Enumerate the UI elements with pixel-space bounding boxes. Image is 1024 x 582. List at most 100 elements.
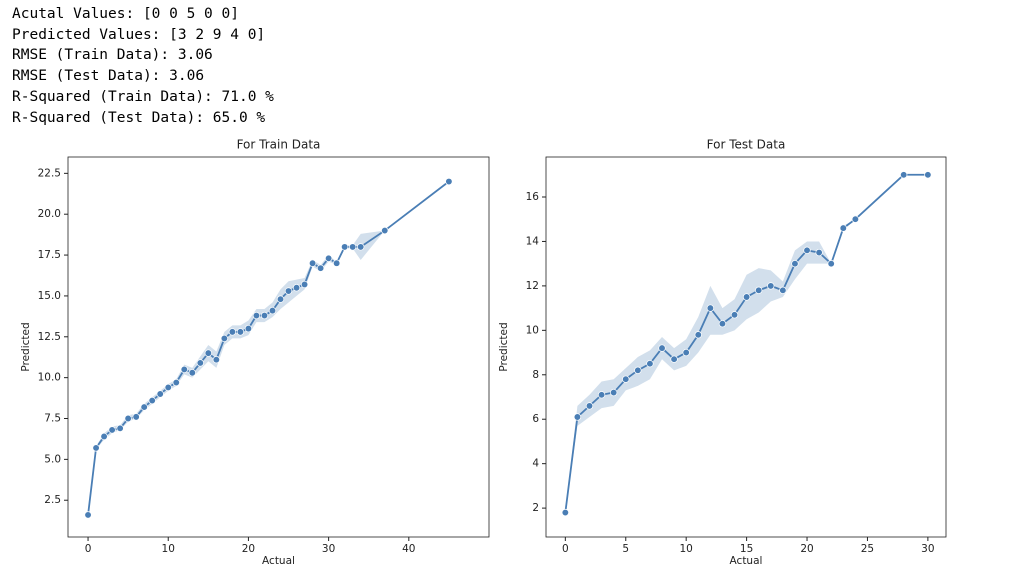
point — [839, 224, 847, 232]
point — [108, 426, 116, 434]
point — [308, 259, 317, 267]
plot-frame — [545, 156, 947, 538]
point — [634, 366, 642, 374]
y-tick-label: 17.5 — [38, 249, 61, 261]
y-axis-label: Predicted — [498, 322, 510, 371]
x-axis-label: Actual — [730, 555, 763, 567]
point — [730, 311, 739, 319]
point — [284, 287, 293, 295]
point — [188, 369, 196, 377]
point — [341, 243, 349, 251]
line — [87, 180, 450, 516]
point — [706, 304, 715, 312]
output-line: R-Squared (Train Data): 71.0 % — [12, 88, 274, 105]
x-tick-label: 25 — [861, 543, 874, 555]
point — [164, 383, 172, 392]
point — [767, 282, 775, 290]
point — [445, 177, 453, 186]
x-tick-label: 15 — [740, 543, 753, 555]
output-line: RMSE (Train Data): 3.06 — [12, 47, 213, 64]
output-line: Predicted Values: [3 2 9 4 0] — [12, 26, 266, 43]
point — [196, 359, 204, 367]
output-line: RMSE (Test Data): 3.06 — [12, 68, 205, 85]
confidence-band — [565, 174, 928, 513]
x-axis-label: Actual — [262, 555, 295, 567]
point — [779, 286, 787, 294]
point — [381, 226, 389, 235]
point — [268, 306, 277, 315]
point — [622, 375, 630, 383]
point — [92, 444, 100, 452]
y-tick-label: 5.0 — [44, 453, 61, 465]
x-tick-label: 20 — [800, 543, 813, 555]
point — [718, 320, 727, 328]
point — [252, 311, 261, 320]
point — [276, 295, 285, 303]
point — [116, 424, 124, 432]
point — [140, 403, 148, 411]
point — [585, 402, 594, 410]
point — [180, 365, 188, 374]
point — [260, 311, 269, 320]
y-tick-label: 12.5 — [38, 331, 61, 343]
y-tick-label: 8 — [532, 369, 539, 381]
point — [658, 344, 666, 352]
point — [827, 260, 835, 268]
output-line: R-Squared (Test Data): 65.0 % — [12, 109, 266, 126]
text-output: Acutal Values: [0 0 5 0 0] Predicted Valu… — [12, 4, 274, 128]
point — [900, 171, 908, 179]
x-tick-label: 20 — [242, 543, 255, 555]
x-tick-label: 5 — [622, 543, 629, 555]
point — [324, 254, 333, 262]
point — [292, 284, 301, 292]
point — [84, 511, 92, 519]
point — [100, 432, 108, 441]
point — [682, 348, 690, 357]
point — [236, 328, 245, 336]
point — [300, 280, 309, 289]
point — [132, 413, 140, 421]
point — [755, 286, 763, 294]
point — [803, 246, 811, 254]
point — [924, 171, 932, 179]
point — [148, 396, 156, 405]
point — [815, 248, 823, 257]
point — [561, 508, 569, 517]
y-tick-label: 4 — [532, 458, 539, 470]
y-tick-label: 7.5 — [44, 413, 61, 425]
y-tick-label: 14 — [526, 235, 540, 247]
x-tick-label: 30 — [322, 543, 335, 555]
x-tick-label: 10 — [162, 543, 175, 555]
point — [332, 259, 341, 267]
point — [597, 391, 606, 399]
y-tick-label: 16 — [526, 191, 540, 203]
output-line: Acutal Values: [0 0 5 0 0] — [12, 6, 239, 22]
y-tick-label: 20.0 — [38, 208, 61, 220]
y-tick-label: 2 — [532, 502, 539, 514]
point — [244, 324, 253, 333]
y-tick-label: 22.5 — [38, 167, 61, 179]
line — [564, 173, 928, 513]
point — [573, 413, 582, 421]
point — [204, 349, 212, 357]
y-tick-label: 6 — [532, 413, 539, 425]
y-tick-label: 10.0 — [38, 372, 61, 384]
point — [357, 243, 365, 251]
chart-title: For Train Data — [237, 138, 321, 152]
point — [670, 355, 678, 363]
x-tick-label: 40 — [402, 543, 415, 555]
x-tick-label: 0 — [562, 543, 569, 555]
point — [156, 390, 164, 398]
point — [694, 331, 702, 339]
y-axis-label: Predicted — [20, 322, 32, 371]
point — [228, 328, 237, 336]
x-tick-label: 0 — [85, 543, 92, 555]
y-tick-label: 12 — [526, 280, 539, 292]
point — [316, 264, 325, 272]
point — [212, 356, 221, 364]
confidence-band — [88, 181, 449, 515]
plot-frame — [67, 156, 490, 538]
point — [791, 260, 799, 268]
